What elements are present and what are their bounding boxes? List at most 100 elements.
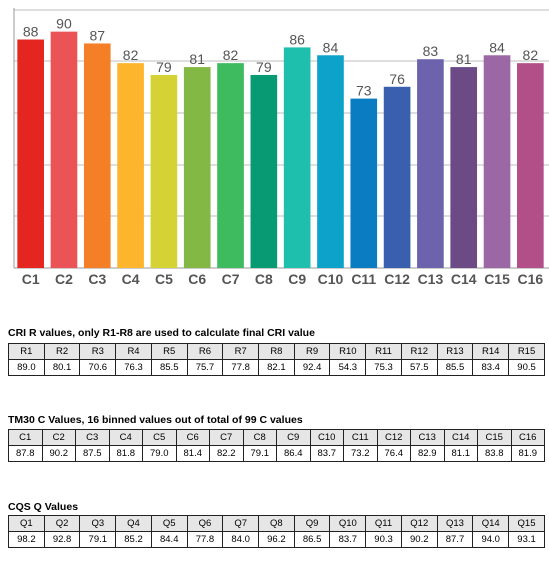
x-tick-C6: C6	[188, 271, 206, 287]
header-cell: R10	[329, 343, 367, 360]
data-label-C13: 83	[423, 43, 439, 59]
header-cell: R14	[472, 343, 510, 360]
header-cell: C14	[443, 429, 478, 446]
data-label-C10: 84	[323, 39, 339, 55]
value-cell: 83.7	[329, 531, 367, 548]
value-cell: 87.8	[8, 445, 43, 462]
value-cell: 77.8	[222, 359, 260, 376]
value-cell: 87.5	[75, 445, 110, 462]
value-cell: 80.1	[43, 359, 81, 376]
bar-C3	[83, 43, 111, 268]
data-label-C14: 81	[456, 51, 472, 67]
cqs-q-values-table: Q1 Q2 Q3 Q4 Q5 Q6 Q7 Q8 Q9 Q10 Q11 Q12 Q13 Q14 Q15 98.2…	[8, 515, 545, 548]
value-cell: 75.7	[186, 359, 224, 376]
data-label-C12: 76	[389, 71, 405, 87]
value-cell: 90.2	[41, 445, 76, 462]
header-cell: Q2	[43, 515, 81, 532]
header-cell: Q14	[472, 515, 510, 532]
data-label-C6: 81	[189, 51, 205, 67]
tm30-c-values-table: C1 C2 C3 C4 C5 C6 C7 C8 C9 C10 C11 C12 C13 C14 C15 C16 8…	[8, 429, 545, 462]
value-cell: 81.4	[175, 445, 210, 462]
tm30-table-title: TM30 C Values, 16 binned values out of t…	[8, 414, 303, 426]
data-label-C11: 73	[356, 83, 372, 99]
table-header-row: C1 C2 C3 C4 C5 C6 C7 C8 C9 C10 C11 C12 C13 C14 C15 C16	[8, 429, 545, 446]
value-cell: 57.5	[400, 359, 438, 376]
value-cell: 79.1	[79, 531, 117, 548]
header-cell: Q3	[79, 515, 117, 532]
header-cell: Q13	[436, 515, 474, 532]
header-cell: C15	[477, 429, 512, 446]
cri-table-title: CRI R values, only R1-R8 are used to cal…	[8, 327, 315, 339]
header-cell: Q9	[293, 515, 331, 532]
value-cell: 82.1	[258, 359, 295, 376]
header-cell: C7	[209, 429, 244, 446]
data-label-C8: 79	[256, 59, 272, 75]
header-cell: C16	[510, 429, 545, 446]
value-cell: 75.3	[365, 359, 402, 376]
header-cell: R8	[258, 343, 295, 360]
header-cell: C2	[41, 429, 76, 446]
value-cell: 54.3	[329, 359, 367, 376]
x-tick-C10: C10	[318, 271, 344, 287]
value-cell: 79.0	[142, 445, 177, 462]
bar-C16	[517, 63, 544, 268]
data-label-C15: 84	[489, 39, 505, 55]
header-cell: Q4	[115, 515, 152, 532]
value-cell: 90.5	[508, 359, 545, 376]
header-cell: Q7	[222, 515, 260, 532]
x-tick-C5: C5	[155, 271, 173, 287]
header-cell: R15	[508, 343, 545, 360]
table-header-row: R1 R2 R3 R4 R5 R6 R7 R8 R9 R10 R11 R12 R13 R14 R15	[8, 343, 545, 360]
x-tick-C3: C3	[88, 271, 106, 287]
value-cell: 83.8	[477, 445, 512, 462]
header-cell: R7	[222, 343, 260, 360]
value-cell: 81.1	[443, 445, 478, 462]
tm30-bar-chart: 88 C1 90 C2 87 C3 82 C4 79 C5 81 C6 82 C7 79 C8 86 C9 84 C1…	[13, 8, 549, 287]
value-cell: 85.5	[150, 359, 188, 376]
bar-C5	[150, 74, 178, 268]
header-cell: C4	[108, 429, 143, 446]
table-value-row: 87.8 90.2 87.5 81.8 79.0 81.4 82.2 79.1 86.4 83.7…	[8, 445, 545, 462]
header-cell: R2	[43, 343, 81, 360]
value-cell: 82.9	[410, 445, 445, 462]
x-tick-C11: C11	[351, 271, 376, 287]
value-cell: 81.9	[510, 445, 545, 462]
cri-r-values-table: R1 R2 R3 R4 R5 R6 R7 R8 R9 R10 R11 R12 R13 R14 R15 89.0…	[8, 343, 545, 376]
value-cell: 82.2	[209, 445, 244, 462]
bar-C7	[217, 63, 244, 268]
header-cell: C13	[410, 429, 445, 446]
header-cell: Q10	[329, 515, 367, 532]
header-cell: R12	[400, 343, 438, 360]
value-cell: 85.5	[436, 359, 474, 376]
data-label-C3: 87	[89, 27, 105, 43]
value-cell: 96.2	[258, 531, 295, 548]
header-cell: C9	[276, 429, 311, 446]
header-cell: C6	[175, 429, 210, 446]
header-cell: R3	[79, 343, 117, 360]
header-cell: Q8	[258, 515, 295, 532]
value-cell: 92.4	[293, 359, 331, 376]
value-cell: 90.3	[365, 531, 402, 548]
header-cell: Q11	[365, 515, 402, 532]
bar-C4	[117, 63, 144, 268]
value-cell: 87.7	[436, 531, 474, 548]
x-tick-C1: C1	[22, 271, 40, 287]
x-tick-C8: C8	[255, 271, 273, 287]
data-label-C9: 86	[289, 31, 305, 47]
value-cell: 89.0	[8, 359, 45, 376]
bar-C13	[417, 59, 444, 268]
bar-C2	[50, 31, 78, 268]
bar-C6	[183, 67, 211, 268]
header-cell: R1	[8, 343, 45, 360]
header-cell: Q5	[150, 515, 188, 532]
data-label-C5: 79	[156, 59, 172, 75]
bar-C8	[250, 74, 278, 268]
x-tick-C16: C16	[518, 271, 544, 287]
x-tick-C12: C12	[384, 271, 410, 287]
value-cell: 94.0	[472, 531, 510, 548]
header-cell: C12	[376, 429, 411, 446]
header-cell: Q1	[8, 515, 45, 532]
value-cell: 92.8	[43, 531, 81, 548]
header-cell: C10	[309, 429, 344, 446]
x-tick-C13: C13	[418, 271, 444, 287]
